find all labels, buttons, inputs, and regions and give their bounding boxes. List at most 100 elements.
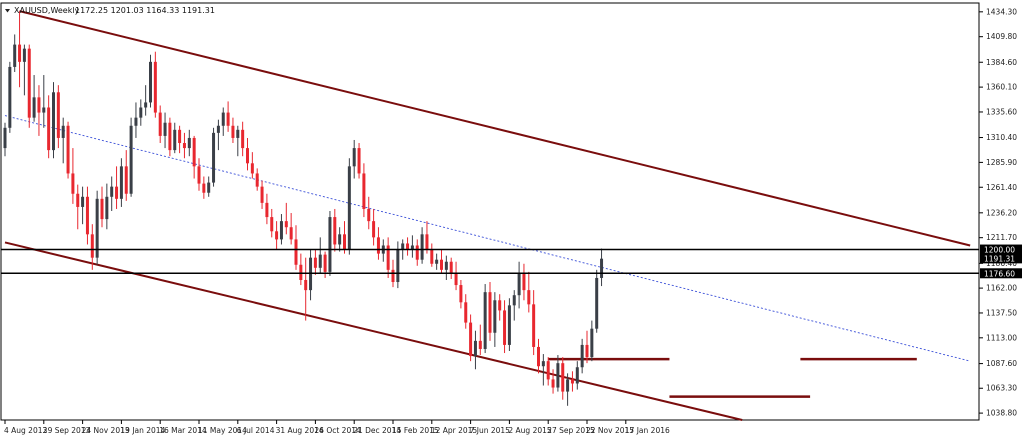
- candle-body: [449, 261, 453, 274]
- candle-body: [187, 137, 191, 149]
- candle-body: [100, 198, 104, 220]
- candle-body: [47, 107, 51, 151]
- price-tick-label: 1310.40: [986, 133, 1017, 142]
- candle-body: [221, 112, 225, 126]
- candle-body: [66, 125, 70, 174]
- candle-body: [396, 249, 400, 283]
- candle-body: [81, 196, 85, 207]
- price-tag: [980, 253, 1022, 264]
- price-tick-label: 1063.30: [986, 384, 1017, 393]
- candle-body: [546, 361, 550, 380]
- candle-body: [575, 367, 579, 384]
- candle-body: [483, 292, 487, 349]
- candle-body: [522, 273, 526, 291]
- candle-body: [289, 227, 293, 240]
- candle-body: [420, 234, 424, 260]
- candle-body: [362, 173, 366, 209]
- time-tick-label: 17 Jan 2016: [625, 426, 670, 435]
- time-tick-label: 2 Aug 2015: [508, 426, 551, 435]
- title-bar: XAUUSD,Weekly 1172.25 1201.03 1164.33 11…: [5, 6, 215, 15]
- candle-body: [85, 196, 89, 235]
- candle-body: [493, 300, 497, 333]
- candle-body: [178, 129, 182, 144]
- price-tick-label: 1137.50: [986, 308, 1017, 317]
- channel-midline[interactable]: [4, 115, 971, 362]
- time-tick-label: 16 Mar 2014: [159, 426, 207, 435]
- candle-body: [313, 257, 317, 268]
- candle-body: [425, 234, 429, 250]
- candle-body: [260, 186, 264, 203]
- candle-body: [512, 295, 516, 306]
- candle-body: [595, 277, 599, 329]
- candle-body: [27, 48, 31, 118]
- candle-body: [372, 221, 376, 238]
- time-tick-label: 19 Jan 2014: [120, 426, 165, 435]
- candle-body: [590, 328, 594, 358]
- time-tick-label: 24 Nov 2013: [82, 426, 130, 435]
- time-tick-label: 4 Aug 2013: [4, 426, 47, 435]
- time-tick-label: 27 Sep 2015: [547, 426, 595, 435]
- time-tick-label: 7 Jun 2015: [470, 426, 511, 435]
- candle-body: [3, 127, 7, 149]
- candle-body: [376, 237, 380, 254]
- candle-body: [503, 310, 507, 345]
- candle-body: [561, 363, 565, 392]
- price-tick-label: 1384.60: [986, 58, 1017, 67]
- candle-body: [76, 193, 80, 207]
- candle-body: [275, 231, 279, 240]
- hline-layer: [1, 248, 979, 275]
- candle-body: [488, 292, 492, 333]
- candle-body: [231, 125, 235, 138]
- price-tick-label: 1285.90: [986, 158, 1017, 167]
- candle-body: [566, 379, 570, 392]
- candle-body: [440, 259, 443, 270]
- candle-body: [115, 186, 119, 199]
- candle-body: [144, 102, 148, 108]
- candle-body: [139, 107, 143, 118]
- candle-body: [284, 221, 288, 228]
- candle-body: [265, 202, 269, 218]
- candle-body: [318, 254, 322, 268]
- candle-body: [202, 183, 206, 193]
- candle-body: [347, 166, 351, 250]
- candle-body: [90, 234, 94, 258]
- candle-body: [527, 290, 531, 305]
- candle-body: [163, 122, 167, 136]
- channel-upper-line[interactable]: [19, 10, 971, 247]
- price-tick-label: 1113.00: [986, 333, 1017, 342]
- collapse-triangle-icon[interactable]: [5, 9, 10, 13]
- ohlc-label: 1172.25 1201.03 1164.33 1191.31: [75, 6, 215, 15]
- candle-body: [22, 48, 26, 62]
- time-tick-label: 22 Nov 2015: [586, 426, 634, 435]
- candle-body: [328, 217, 332, 272]
- time-tick-label: 29 Sep 2013: [43, 426, 91, 435]
- plot-area[interactable]: [0, 2, 980, 421]
- candle-body: [173, 129, 177, 151]
- candle-body: [255, 173, 259, 187]
- candle-body: [197, 166, 201, 184]
- candle-body: [343, 234, 346, 250]
- candle-body: [585, 344, 589, 358]
- candle-body: [207, 182, 211, 193]
- candle-body: [110, 186, 114, 197]
- candle-body: [444, 261, 448, 270]
- candle-body: [401, 243, 405, 250]
- price-tick-label: 1261.40: [986, 183, 1017, 192]
- candle-body: [119, 166, 123, 199]
- price-tag: [980, 268, 1022, 279]
- candle-body: [580, 344, 584, 368]
- channel-lower-line[interactable]: [4, 241, 743, 421]
- candle-body: [105, 196, 109, 220]
- price-tag-label: 1200.00: [984, 246, 1015, 255]
- price-tick-label: 1409.80: [986, 32, 1017, 41]
- candle-body: [600, 258, 604, 278]
- candle-body: [386, 245, 390, 270]
- price-tick-label: 1434.30: [986, 7, 1017, 16]
- candle-body: [517, 273, 521, 296]
- candle-body: [241, 129, 245, 149]
- candle-body: [124, 166, 128, 194]
- candle-body: [435, 259, 439, 264]
- price-tick-label: 1162.00: [986, 284, 1017, 293]
